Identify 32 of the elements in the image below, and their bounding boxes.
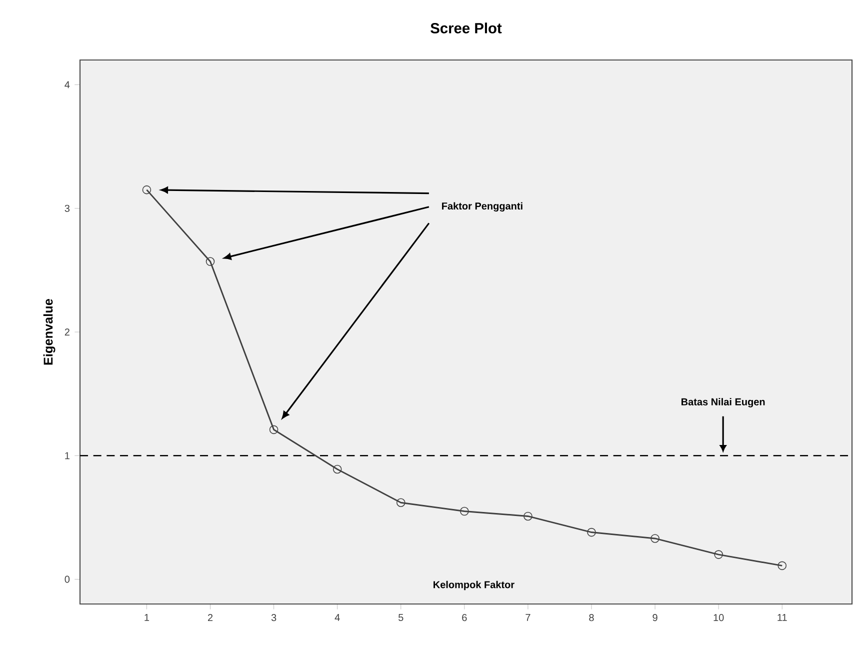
- x-tick-label: 2: [208, 614, 213, 622]
- x-tick-label: 5: [398, 614, 404, 622]
- x-tick-label: 1: [144, 614, 150, 621]
- ref-line-label: Batas Nilai Eugen: [682, 398, 765, 408]
- x-tick-label: 4: [334, 614, 340, 621]
- x-tick-label: 8: [589, 614, 594, 622]
- point: [714, 550, 723, 559]
- point: [269, 425, 278, 434]
- point: [778, 561, 787, 570]
- x-tick-label: 11: [778, 614, 787, 621]
- y-axis-title: Eigenvalue: [43, 298, 56, 365]
- x-tick-label: 7: [526, 614, 530, 621]
- y-tick-label: 2: [64, 328, 70, 336]
- y-tick-label: 4: [64, 81, 70, 88]
- chart-title: Scree Plot: [430, 22, 502, 34]
- y-tick-label: 1: [65, 452, 70, 460]
- point: [587, 528, 596, 537]
- point: [332, 464, 342, 474]
- annotation: Faktor Pengganti: [442, 202, 522, 212]
- x-tick-label: 9: [652, 614, 658, 622]
- point: [650, 534, 660, 543]
- y-tick-label: 0: [64, 576, 70, 583]
- point: [460, 506, 469, 516]
- x-axis-title: Kelompok Faktor: [434, 580, 514, 590]
- x-tick-label: 6: [462, 614, 467, 622]
- point: [142, 185, 152, 194]
- point: [206, 257, 215, 266]
- x-tick-label: 10: [714, 614, 724, 622]
- point: [396, 498, 406, 508]
- point: [524, 512, 532, 521]
- x-tick-label: 3: [271, 614, 276, 622]
- y-tick-label: 3: [64, 204, 70, 212]
